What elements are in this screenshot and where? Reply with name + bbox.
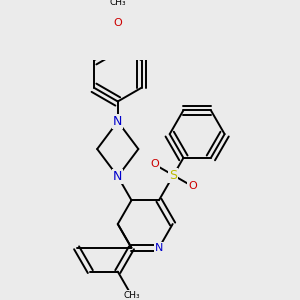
Text: O: O — [150, 159, 159, 169]
Text: N: N — [113, 170, 122, 183]
Text: N: N — [155, 243, 163, 253]
Text: N: N — [113, 115, 122, 128]
Text: CH₃: CH₃ — [123, 291, 140, 300]
Text: S: S — [169, 169, 177, 182]
Text: CH₃: CH₃ — [110, 0, 126, 7]
Text: O: O — [188, 181, 197, 191]
Text: O: O — [113, 18, 122, 28]
